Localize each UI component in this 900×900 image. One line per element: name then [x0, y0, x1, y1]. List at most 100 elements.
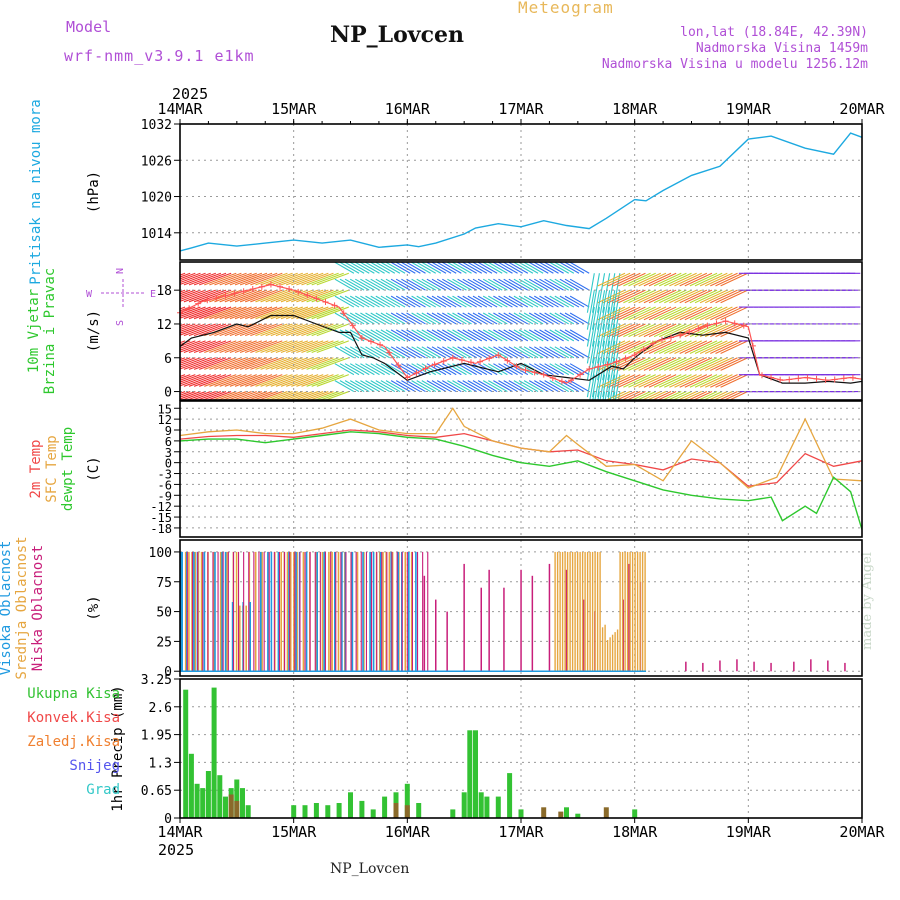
wind-barb	[442, 346, 462, 359]
wind-barb	[401, 312, 421, 325]
wind-barb	[416, 363, 437, 376]
wind-barb	[344, 346, 365, 359]
cloud-bar-high	[323, 551, 325, 672]
wind-barb	[643, 272, 672, 287]
wind-barb	[591, 323, 600, 364]
product-title: Meteogram	[518, 0, 614, 17]
wind-barb	[426, 295, 447, 308]
precip-bar	[234, 779, 240, 818]
compass-south: S	[115, 320, 126, 326]
precip-legend-label: Ukupna Kisa	[27, 686, 120, 702]
wind-barb	[609, 374, 616, 400]
wind-barb	[467, 312, 488, 325]
wind-barb	[311, 374, 344, 387]
wind-barb	[365, 262, 385, 274]
cloud-bar-low	[258, 551, 260, 672]
model-label: Model	[66, 18, 112, 36]
wind-barb	[229, 374, 263, 387]
wind-barb	[674, 272, 702, 287]
wind-barb	[715, 306, 743, 321]
wind-barb	[349, 363, 370, 376]
wind-barb	[214, 357, 247, 370]
cloud-bar-mid	[584, 551, 586, 672]
wind-barb	[462, 329, 483, 342]
wind-barb	[229, 289, 263, 303]
wind-barb	[653, 357, 682, 371]
y-axis-label: Brzina i Pravac	[42, 268, 58, 394]
wind-barb	[482, 278, 503, 291]
wind-barb	[221, 391, 247, 400]
wind-barb	[564, 262, 585, 274]
wind-barb	[704, 357, 733, 371]
wind-barb	[503, 312, 523, 325]
y-axis-label: SFC Temp	[44, 435, 60, 502]
wind-barb	[344, 380, 365, 393]
wind-barb	[672, 391, 692, 400]
wind-barb	[518, 346, 539, 359]
wind-barb	[597, 374, 626, 388]
wind-barb	[523, 312, 544, 325]
wind-barb	[638, 323, 667, 338]
wind-barb	[180, 272, 196, 280]
wind-barb	[534, 278, 554, 291]
precip-bar	[518, 809, 524, 818]
wind-barb	[262, 391, 288, 400]
wind-barb	[365, 363, 385, 376]
wind-barb	[260, 323, 293, 337]
cloud-bar-low	[376, 551, 378, 672]
precip-bar	[205, 771, 211, 818]
wind-barb	[265, 357, 298, 370]
wind-barb	[643, 340, 672, 354]
wind-barb	[628, 374, 656, 388]
wind-barb	[431, 278, 452, 291]
wind-gust-marker	[413, 369, 420, 376]
wind-barb	[549, 346, 570, 359]
precip-bar	[416, 803, 422, 818]
wind-barb	[607, 289, 636, 304]
y-tick-label: 9	[165, 424, 172, 438]
wind-barb	[234, 306, 268, 320]
wind-barb	[245, 340, 278, 354]
x-tick-label-top: 17MAR	[498, 100, 544, 118]
wind-barb	[339, 295, 360, 308]
cloud-bar-mid	[606, 640, 609, 672]
wind-barb	[564, 312, 585, 325]
wind-barb	[311, 272, 344, 286]
wind-barb	[214, 340, 247, 354]
wind-barb	[658, 374, 687, 388]
wind-barb	[406, 363, 426, 376]
wind-barb	[180, 391, 201, 400]
wind-barb	[334, 363, 355, 376]
cloud-bar-mid	[599, 551, 601, 672]
wind-barb	[199, 272, 232, 286]
wind-barb	[180, 391, 206, 400]
cloud-bar-mid	[636, 551, 639, 672]
wind-barb	[682, 391, 702, 400]
wind-barb	[503, 363, 523, 376]
wind-gust-marker	[222, 292, 229, 299]
wind-barb	[406, 380, 426, 393]
wind-barb	[199, 306, 232, 320]
wind-barb	[462, 346, 483, 359]
wind-barb	[534, 312, 554, 325]
wind-barb	[209, 272, 242, 286]
wind-barb	[602, 391, 606, 400]
y-axis-label: Niska Oblacnost	[30, 545, 46, 671]
cloud-bar-low	[340, 551, 342, 672]
wind-barb	[265, 374, 298, 387]
wind-barb	[643, 357, 672, 371]
wind-barb	[380, 329, 401, 342]
x-tick-label-bottom: 15MAR	[271, 823, 317, 841]
wind-barb	[411, 278, 431, 291]
wind-barb	[607, 340, 616, 381]
wind-barb	[380, 262, 401, 274]
wind-barb	[689, 306, 718, 321]
y-tick-label: 6	[164, 352, 172, 367]
wind-barb	[421, 380, 442, 393]
cloud-bar-low	[435, 599, 437, 672]
wind-barb	[648, 289, 677, 304]
wind-barb	[180, 323, 196, 331]
wind-barb	[270, 357, 303, 370]
wind-barb	[633, 374, 662, 388]
cloud-bar-mid	[591, 551, 594, 672]
